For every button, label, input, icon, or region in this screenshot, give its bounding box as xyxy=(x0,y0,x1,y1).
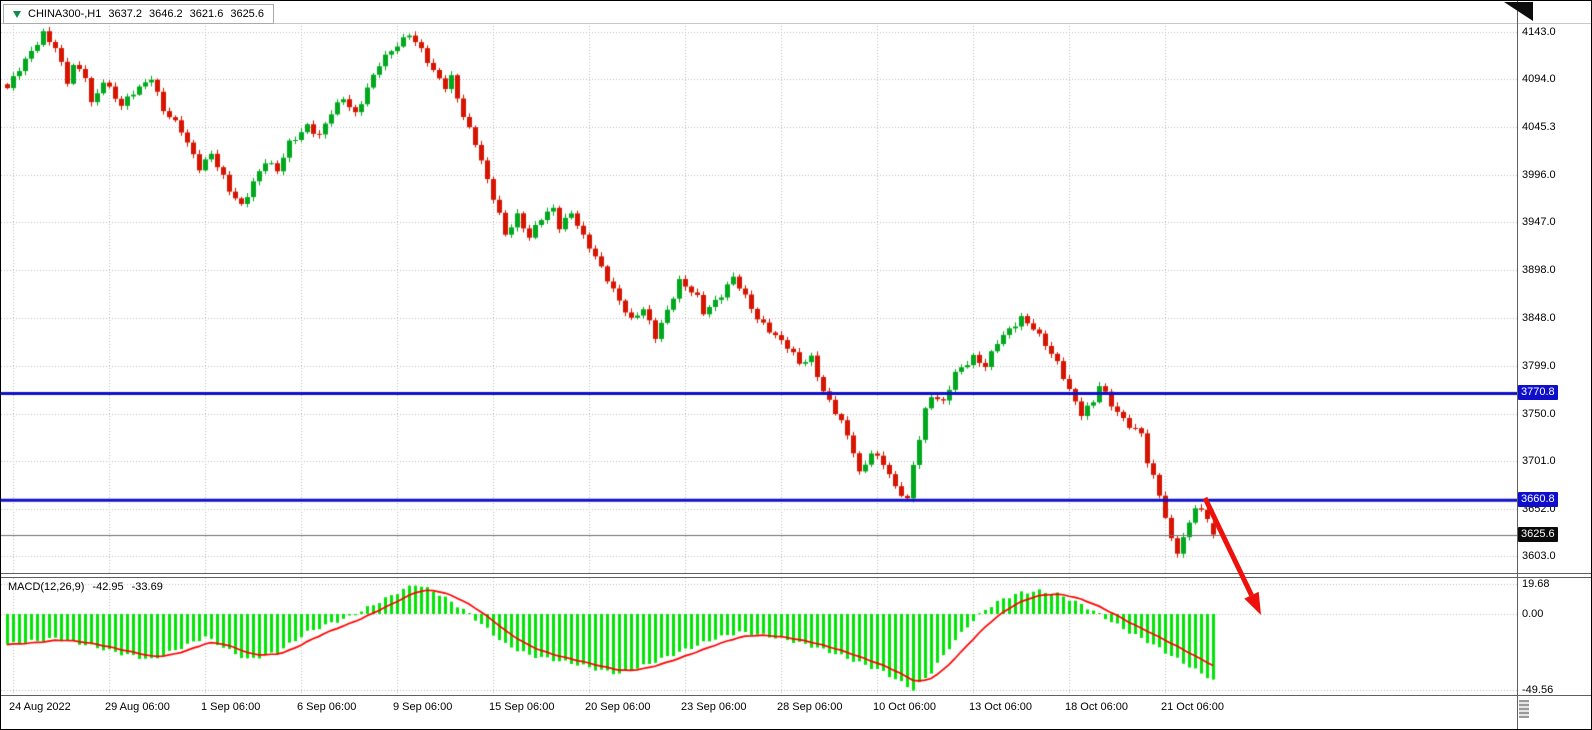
macd-main-value: -42.95 xyxy=(92,581,124,593)
price-tick-label: 4143.0 xyxy=(1522,25,1556,38)
time-axis-label: 15 Sep 06:00 xyxy=(489,701,555,713)
time-axis[interactable]: 24 Aug 2022 29 Aug 06:00 1 Sep 06:00 6 Sep … xyxy=(1,696,1591,729)
level-price-tag[interactable]: 3770.8 xyxy=(1518,385,1558,401)
level-price-tag[interactable]: 3660.8 xyxy=(1518,492,1558,508)
time-axis-label: 21 Oct 06:00 xyxy=(1161,701,1224,713)
time-axis-label: 23 Sep 06:00 xyxy=(681,701,747,713)
pane-divider[interactable] xyxy=(1,573,1591,578)
price-tick-label: 3603.0 xyxy=(1522,550,1556,563)
symbol-marker-icon[interactable] xyxy=(13,10,21,18)
time-axis-label: 28 Sep 06:00 xyxy=(777,701,843,713)
header-divider xyxy=(1,23,1591,24)
time-axis-label: 1 Sep 06:00 xyxy=(201,701,261,713)
price-tick-label: 4045.3 xyxy=(1522,120,1556,133)
price-tick-label: 3701.0 xyxy=(1522,455,1556,468)
price-axis-border xyxy=(1517,1,1518,729)
time-axis-label: 9 Sep 06:00 xyxy=(393,701,453,713)
chart-shift-icon[interactable] xyxy=(1504,2,1533,21)
macd-tick-label: 19.68 xyxy=(1522,577,1550,590)
chart-canvas[interactable] xyxy=(1,1,1517,695)
price-tick-label: 4094.0 xyxy=(1522,73,1556,86)
macd-name: MACD(12,26,9) xyxy=(8,581,85,593)
macd-signal-value: -33.69 xyxy=(131,581,163,593)
macd-tick-label: 0.00 xyxy=(1522,607,1544,620)
macd-indicator-label: MACD(12,26,9) -42.95 -33.69 xyxy=(8,581,163,593)
symbol-label: CHINA300-,H1 xyxy=(28,8,102,20)
current-price-tag: 3625.6 xyxy=(1518,526,1558,542)
price-tick-label: 3898.0 xyxy=(1522,263,1556,276)
time-axis-label: 20 Sep 06:00 xyxy=(585,701,651,713)
price-tick-label: 3996.0 xyxy=(1522,168,1556,181)
open-value: 3637.2 xyxy=(108,8,143,20)
scrollbar-grip[interactable] xyxy=(1519,700,1529,718)
time-axis-label: 10 Oct 06:00 xyxy=(873,701,936,713)
time-axis-divider xyxy=(1,695,1591,696)
macd-tick-label: -49.56 xyxy=(1522,683,1554,696)
price-tick-label: 3799.0 xyxy=(1522,360,1556,373)
price-tick-label: 3750.0 xyxy=(1522,407,1556,420)
price-tick-label: 3947.0 xyxy=(1522,216,1556,229)
time-axis-label: 18 Oct 06:00 xyxy=(1065,701,1128,713)
time-axis-label: 24 Aug 2022 xyxy=(9,701,71,713)
time-axis-label: 29 Aug 06:00 xyxy=(105,701,170,713)
close-value: 3625.6 xyxy=(230,8,264,20)
time-axis-label: 6 Sep 06:00 xyxy=(297,701,357,713)
low-value: 3621.6 xyxy=(189,8,224,20)
high-value: 3646.2 xyxy=(149,8,183,20)
symbol-info-box: CHINA300-,H1 3637.2 3646.2 3621.6 3625.6 xyxy=(3,4,274,24)
time-axis-label: 13 Oct 06:00 xyxy=(969,701,1032,713)
price-tick-label: 3848.0 xyxy=(1522,312,1556,325)
price-axis[interactable]: 4143.0 4094.0 4045.3 3996.0 3947.0 3898.0 3848… xyxy=(1518,1,1591,696)
